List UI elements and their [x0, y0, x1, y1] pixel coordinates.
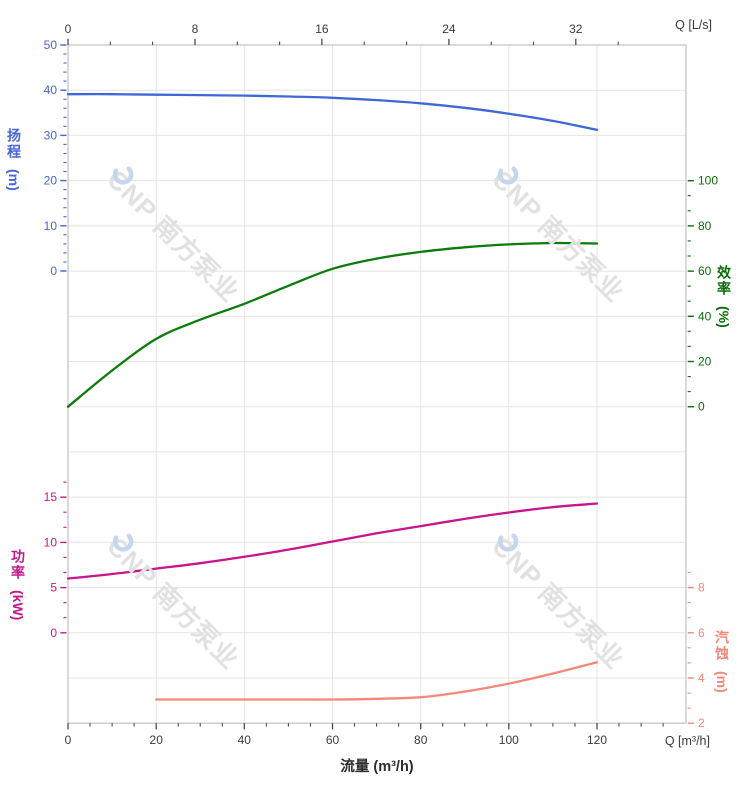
head-axis-label: 扬程: [6, 128, 22, 160]
efficiency-curve: [66, 241, 599, 408]
bottom-axis-tick-label: 20: [150, 733, 164, 747]
efficiency-axis-tick-label: 100: [698, 174, 718, 188]
power-curve: [66, 502, 599, 580]
power-axis-unit: (kW): [10, 590, 26, 621]
flow-axis-title: 流量 (m³/h): [340, 759, 414, 775]
npsh-axis-tick-label: 8: [698, 581, 705, 595]
plot-border: [67, 44, 687, 724]
efficiency-axis-label: 效率: [716, 265, 732, 297]
bottom-axis-tick-label: 120: [587, 733, 607, 747]
bottom-axis-tick-label: 100: [499, 733, 519, 747]
top-axis-unit-label: Q [L/s]: [675, 18, 712, 32]
bottom-axis-tick-label: 80: [414, 733, 428, 747]
power-axis-label: 功率: [10, 549, 26, 581]
head-axis-title: 扬程 (m): [6, 128, 22, 191]
bottom-axis-unit-label: Q [m³/h]: [664, 734, 710, 748]
power-axis-tick-label: 5: [50, 581, 57, 595]
power-axis-tick-label: 10: [44, 535, 58, 549]
efficiency-axis-title: 效率 (%): [716, 265, 732, 328]
head-curve: [66, 93, 599, 132]
npsh-curve: [155, 661, 599, 701]
head-axis-tick-label: 30: [44, 128, 58, 142]
top-axis-tick-label: 24: [442, 22, 456, 36]
npsh-axis-tick-label: 6: [698, 626, 705, 640]
npsh-axis-label: 汽蚀: [714, 630, 730, 662]
efficiency-axis-tick-label: 80: [698, 219, 712, 233]
head-axis-unit: (m): [6, 169, 22, 191]
bottom-axis-tick-label: 40: [238, 733, 252, 747]
npsh-axis-title: 汽蚀 (m): [714, 630, 730, 693]
top-axis-tick-label: 8: [192, 22, 199, 36]
power-axis-tick-label: 15: [44, 490, 58, 504]
efficiency-axis-tick-label: 0: [698, 400, 705, 414]
efficiency-axis-tick-label: 60: [698, 264, 712, 278]
bottom-axis-tick-label: 60: [326, 733, 340, 747]
power-axis-tick-label: 0: [50, 626, 57, 640]
efficiency-axis-tick-label: 20: [698, 355, 712, 369]
npsh-axis-tick-label: 4: [698, 671, 705, 685]
top-axis-tick-label: 32: [569, 22, 583, 36]
head-axis-tick-label: 0: [50, 264, 57, 278]
head-axis-tick-label: 20: [44, 174, 58, 188]
efficiency-axis-tick-label: 40: [698, 309, 712, 323]
efficiency-axis-unit: (%): [716, 306, 732, 328]
head-axis-tick-label: 10: [44, 219, 58, 233]
bottom-axis-tick-label: 0: [65, 733, 72, 747]
power-axis-title: 功率 (kW): [10, 549, 26, 621]
top-axis-tick-label: 0: [65, 22, 72, 36]
top-axis-tick-label: 16: [315, 22, 329, 36]
npsh-axis-unit: (m): [714, 671, 730, 693]
npsh-axis-tick-label: 2: [698, 716, 705, 730]
head-axis-tick-label: 40: [44, 83, 58, 97]
head-axis-tick-label: 50: [44, 38, 58, 52]
